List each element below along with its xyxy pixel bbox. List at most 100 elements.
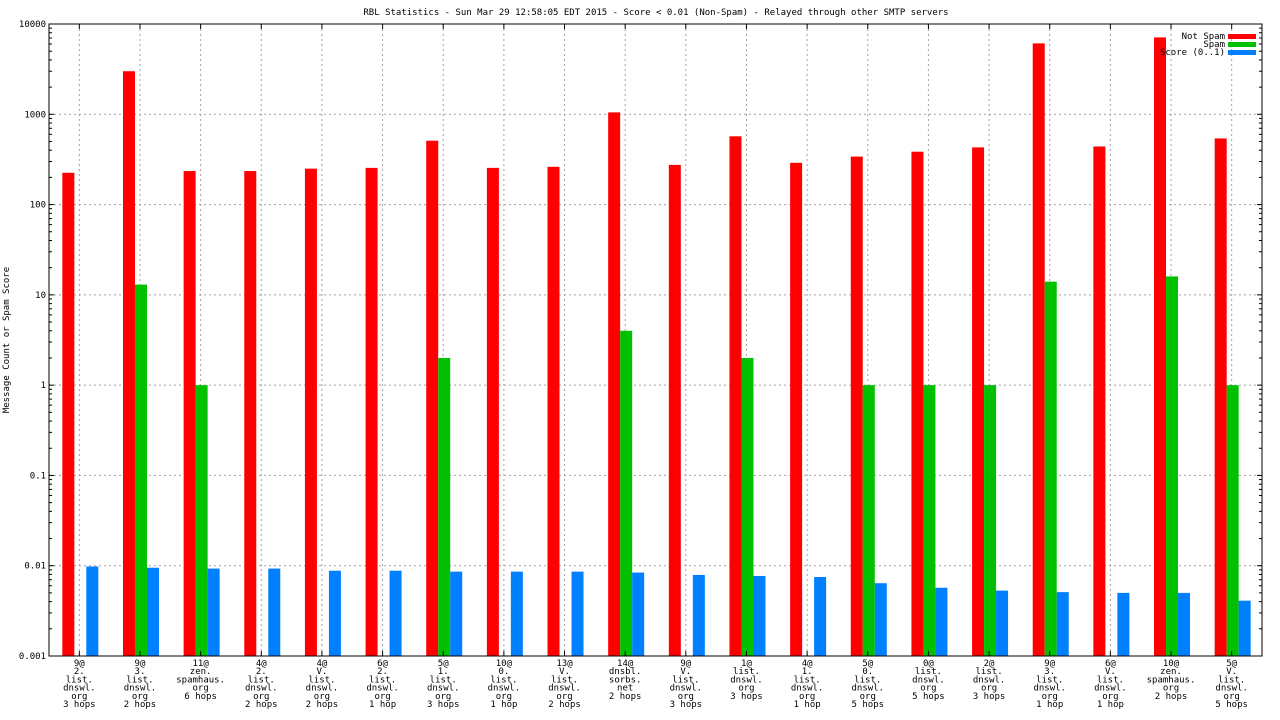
x-tick-label-line: org [71, 692, 87, 702]
x-tick-label-line: 1 hop [1097, 700, 1124, 710]
x-tick-label-line: dnswl. [488, 684, 521, 694]
x-tick-label: 10@ 0. list. dnswl. org 1 hop [488, 659, 521, 710]
x-tick-label-line: dnswl. [730, 675, 763, 685]
x-tick-label-line: zen. [190, 667, 212, 677]
x-tick-label: 6@ V. list. dnswl. org 1 hop [1094, 659, 1127, 710]
x-tick-label: 6@ 2. list. dnswl. org 1 hop [366, 659, 399, 710]
x-tick-label: 10@ zen. spamhaus. org 2 hops [1147, 659, 1196, 702]
x-tick-label: 4@ 1. list. dnswl. org 1 hop [791, 659, 824, 710]
x-tick-label-line: sorbs. [609, 675, 642, 685]
x-tick-label-line: org [1042, 692, 1058, 702]
bar-not-spam [244, 171, 257, 656]
y-axis-label: Message Count or Spam Score [2, 267, 12, 413]
x-tick-label-line: org [860, 692, 876, 702]
x-tick-label-line: 6@ [1105, 659, 1116, 669]
x-tick-label-line: list. [915, 667, 942, 677]
x-tick-label-line: 1 hop [1036, 700, 1063, 710]
x-tick-label-line: org [1163, 684, 1179, 694]
y-tick-label: 0.1 [30, 471, 46, 481]
x-tick-label-line: org [132, 692, 148, 702]
x-tick-label: 5@ 0. list. dnswl. org 5 hops [852, 659, 885, 710]
x-tick-label-line: org [314, 692, 330, 702]
y-tick-label: 1000 [24, 110, 46, 120]
x-tick-label-line: V. [1226, 667, 1237, 677]
x-tick-label: 0@ list. dnswl. org 5 hops [912, 659, 945, 702]
x-tick-label-line: list. [672, 675, 699, 685]
x-tick-label-line: list. [248, 675, 275, 685]
bar-not-spam [850, 156, 863, 656]
x-tick-label-line: org [738, 684, 754, 694]
x-tick-label-line: 2 hops [306, 700, 339, 710]
bar-spam [195, 385, 208, 656]
x-tick-label-line: 3 hops [63, 700, 96, 710]
x-tick-label-line: 1. [802, 667, 813, 677]
bar-score-0-1 [207, 568, 220, 656]
x-tick-label: 14@ dnsbl. sorbs. net 2 hops [609, 659, 642, 702]
x-tick-label-line: list. [66, 675, 93, 685]
bar-score-0-1 [268, 568, 281, 656]
x-tick-label-line: dnswl. [912, 675, 945, 685]
x-tick-label-line: 3 hops [670, 700, 703, 710]
x-tick-label-line: dnswl. [548, 684, 581, 694]
x-tick-label: 9@ 2. list. dnswl. org 3 hops [63, 659, 96, 710]
bar-not-spam [729, 136, 742, 656]
x-tick-label-line: org [1102, 692, 1118, 702]
x-tick-label-line: list. [308, 675, 335, 685]
x-tick-label-line: org [496, 692, 512, 702]
bar-score-0-1 [996, 590, 1009, 656]
x-tick-label-line: dnswl. [63, 684, 96, 694]
bar-score-0-1 [389, 570, 402, 656]
x-tick-label-line: org [799, 692, 815, 702]
x-tick-label-line: list. [1036, 675, 1063, 685]
x-tick-label: 9@ 3. list. dnswl. org 2 hops [124, 659, 157, 710]
bars-layer [62, 37, 1251, 657]
x-tick-label-line: spamhaus. [1147, 675, 1196, 685]
bar-score-0-1 [571, 571, 584, 656]
bar-score-0-1 [510, 571, 523, 656]
legend-swatch [1228, 34, 1256, 39]
bar-score-0-1 [814, 576, 827, 656]
x-tick-label-line: dnswl. [1215, 684, 1248, 694]
legend-swatch [1228, 50, 1256, 55]
x-tick-label: 9@ V. list. dnswl. org 3 hops [670, 659, 703, 710]
x-tick-label-line: 2 hops [245, 700, 278, 710]
bar-spam [923, 385, 936, 656]
x-tick-label-line: 4@ [256, 659, 267, 669]
bar-not-spam [122, 71, 135, 656]
x-tick-label: 4@ 2. list. dnswl. org 2 hops [245, 659, 278, 710]
x-tick-label-line: 3. [135, 667, 146, 677]
x-tick-label-line: org [1224, 692, 1240, 702]
x-tick-label: 11@ zen. spamhaus. org 6 hops [176, 659, 225, 702]
bar-not-spam [426, 140, 439, 657]
x-tick-label-line: 2 hops [1155, 692, 1188, 702]
x-tick-label-line: 5 hops [1215, 700, 1248, 710]
x-tick-label-line: dnswl. [427, 684, 460, 694]
bar-not-spam [183, 171, 196, 656]
legend-label: Spam [1203, 40, 1225, 50]
y-tick-label: 0.01 [24, 562, 46, 572]
x-tick-label-line: org [374, 692, 390, 702]
x-tick-label-line: 2@ [984, 659, 995, 669]
bar-not-spam [62, 172, 75, 656]
x-tick-label-line: dnswl. [1094, 684, 1127, 694]
bar-not-spam [972, 147, 985, 656]
x-tick-label-line: 11@ [192, 659, 209, 669]
bar-score-0-1 [1117, 592, 1130, 656]
bar-score-0-1 [874, 583, 887, 656]
bar-spam [1226, 385, 1239, 656]
bar-score-0-1 [935, 587, 948, 656]
bar-not-spam [1154, 37, 1167, 656]
x-tick-label-line: dnswl. [306, 684, 339, 694]
x-tick-label-line: 9@ [74, 659, 85, 669]
bar-spam [1044, 281, 1057, 656]
x-tick-label-line: 0@ [923, 659, 934, 669]
legend-label: Score (0..1) [1160, 48, 1225, 58]
bar-not-spam [1032, 43, 1045, 656]
x-tick-label-line: net [617, 684, 633, 694]
bar-spam [134, 284, 147, 656]
x-tick-label-line: list. [733, 667, 760, 677]
x-tick-label-line: 2 hops [548, 700, 581, 710]
